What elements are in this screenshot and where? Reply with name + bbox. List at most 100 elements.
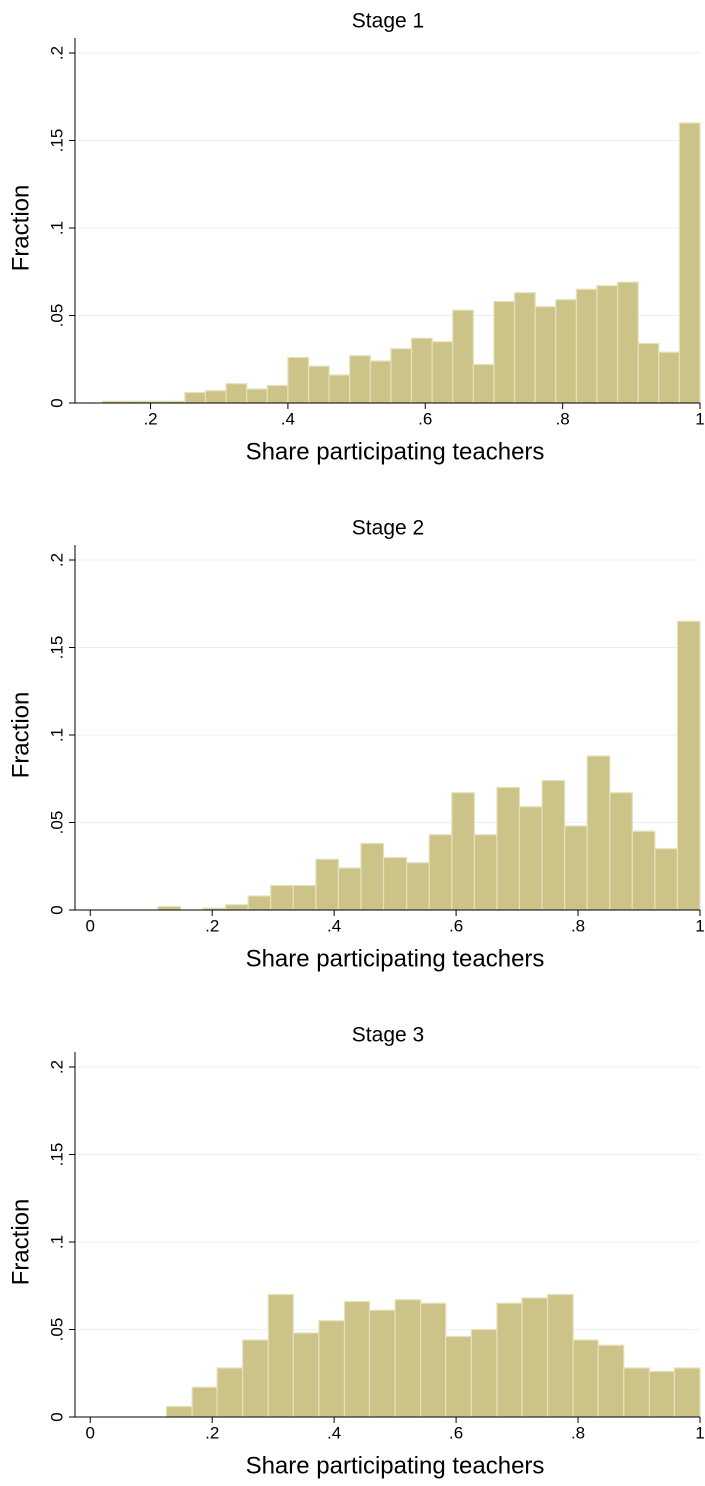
x-tick-label: 0 — [86, 1423, 95, 1442]
bar — [382, 856, 408, 911]
bar — [318, 1320, 346, 1418]
y-tick-label: .15 — [47, 636, 66, 660]
bar — [428, 834, 453, 911]
bar — [267, 1293, 294, 1418]
bar — [270, 884, 294, 911]
bar — [157, 905, 182, 911]
y-axis-title: Fraction — [7, 1199, 34, 1286]
bar — [225, 904, 249, 911]
bar — [452, 309, 474, 404]
y-tick-label: .05 — [47, 1318, 66, 1342]
panel-title: Stage 3 — [352, 1024, 424, 1047]
x-tick-label: 1 — [695, 916, 704, 935]
bar — [191, 1386, 218, 1418]
x-tick-label: .8 — [571, 916, 585, 935]
y-tick-label: .2 — [47, 1060, 66, 1074]
bar — [165, 1405, 193, 1418]
bar — [204, 390, 227, 404]
x-tick-label: .2 — [205, 916, 219, 935]
bar — [307, 365, 330, 404]
y-tick-label: 0 — [47, 905, 66, 914]
bar — [184, 391, 207, 404]
bar — [654, 848, 679, 911]
y-tick-label: 0 — [47, 398, 66, 407]
bar — [368, 1309, 396, 1418]
y-tick-label: .15 — [47, 1143, 66, 1167]
x-tick-label: 1 — [695, 409, 704, 428]
y-axis-title: Fraction — [7, 692, 34, 779]
x-tick-label: .6 — [418, 409, 432, 428]
bar — [586, 755, 611, 911]
x-tick-label: 0 — [86, 916, 95, 935]
bar — [513, 292, 536, 404]
y-tick-label: .1 — [47, 1235, 66, 1249]
bar — [451, 792, 475, 911]
bar — [216, 1367, 244, 1418]
bar — [287, 356, 310, 404]
bar — [676, 620, 701, 911]
bar — [496, 1302, 523, 1418]
y-tick-label: .1 — [47, 728, 66, 742]
x-tick-label: .2 — [205, 1423, 219, 1442]
x-axis-title: Share participating teachers — [246, 1452, 545, 1479]
bar — [541, 779, 566, 911]
x-axis-title: Share participating teachers — [246, 945, 545, 972]
bar — [360, 842, 385, 911]
x-tick-label: .8 — [571, 1423, 585, 1442]
bar — [472, 363, 495, 404]
bar — [390, 348, 413, 404]
bar — [518, 806, 543, 911]
bar — [343, 1300, 371, 1418]
bar — [315, 858, 340, 911]
panel: Stage 1 0 .05 .1 .15 .2 .2 .4 .6 .8 1 Share partici… — [7, 10, 704, 466]
bar — [496, 786, 521, 911]
bar — [616, 281, 639, 404]
bar — [521, 1297, 549, 1418]
bar — [410, 337, 433, 404]
panel: Stage 3 0 .05 .1 .15 .2 0 .2 .4 .6 .8 1 Share partic… — [7, 1024, 704, 1480]
y-tick-label: .05 — [47, 811, 66, 835]
bar — [596, 285, 619, 404]
bar — [470, 1328, 498, 1418]
y-tick-label: .2 — [47, 46, 66, 60]
panel: Stage 2 0 .05 .1 .15 .2 0 .2 .4 .6 .8 1 Share partic… — [7, 517, 704, 973]
panel-title: Stage 1 — [352, 10, 424, 33]
bar — [242, 1339, 269, 1418]
x-tick-label: .6 — [449, 1423, 463, 1442]
bar — [431, 341, 454, 404]
y-axis-title: Fraction — [7, 185, 34, 272]
bar — [575, 288, 598, 404]
bar — [658, 351, 680, 404]
bar — [609, 792, 633, 911]
bar — [534, 306, 557, 404]
bar — [648, 1370, 675, 1418]
y-tick-label: .15 — [47, 129, 66, 153]
y-tick-label: .2 — [47, 553, 66, 567]
bar — [420, 1302, 447, 1418]
bar — [292, 1332, 320, 1418]
y-tick-label: .1 — [47, 221, 66, 235]
y-tick-label: .05 — [47, 304, 66, 328]
bar — [631, 830, 656, 911]
x-axis-title: Share participating teachers — [246, 438, 545, 465]
bar — [445, 1335, 472, 1418]
bar — [572, 1339, 599, 1418]
x-tick-label: .4 — [281, 409, 295, 428]
x-tick-label: .8 — [556, 409, 570, 428]
x-tick-label: 1 — [695, 1423, 704, 1442]
bar — [637, 342, 660, 404]
bar — [623, 1367, 650, 1418]
bar — [555, 299, 577, 404]
bar — [292, 884, 317, 911]
bar — [369, 360, 392, 404]
bar — [473, 834, 498, 911]
bar — [246, 388, 268, 404]
bar — [349, 355, 371, 404]
bar — [337, 867, 362, 911]
bar — [673, 1367, 701, 1418]
x-tick-label: .6 — [449, 916, 463, 935]
bar — [394, 1299, 422, 1418]
bar — [328, 374, 351, 404]
